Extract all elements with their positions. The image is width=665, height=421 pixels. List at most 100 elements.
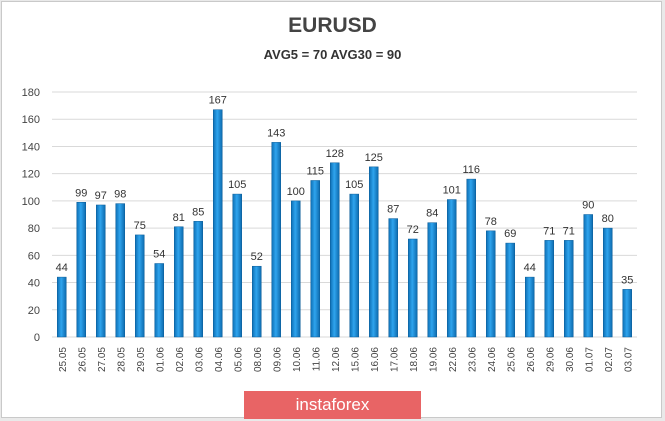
- x-tick-label: 25.06: [506, 347, 517, 372]
- chart-title: EURUSD: [288, 14, 377, 37]
- bar: [96, 204, 106, 338]
- x-tick-label: 03.06: [194, 347, 205, 372]
- bar: [330, 162, 340, 338]
- bar: [213, 109, 223, 338]
- x-tick-label: 10.06: [292, 347, 303, 372]
- data-label: 78: [485, 216, 497, 228]
- data-label: 167: [209, 95, 227, 107]
- x-axis-ticks: 25.05 26.05 27.05 28.05 29.05 01.06 02.06 03.06…: [58, 347, 635, 372]
- x-tick-label: 28.05: [116, 347, 127, 372]
- bar: [271, 142, 281, 338]
- data-label: 44: [524, 262, 536, 274]
- x-tick-label: 12.06: [331, 347, 342, 372]
- x-tick-label: 19.06: [428, 347, 439, 372]
- bar: [427, 222, 437, 338]
- y-tick-label: 0: [34, 332, 40, 344]
- x-tick-label: 16.06: [370, 347, 381, 372]
- data-label: 105: [228, 179, 246, 191]
- bar: [525, 276, 535, 338]
- bar: [232, 193, 242, 338]
- gridlines: [52, 91, 637, 338]
- x-tick-label: 09.06: [272, 347, 283, 372]
- data-label: 85: [192, 206, 204, 218]
- data-label: 97: [95, 190, 107, 202]
- data-label: 128: [326, 148, 344, 160]
- data-label: 54: [153, 249, 165, 261]
- y-tick-label: 80: [28, 223, 40, 235]
- y-tick-label: 40: [28, 278, 40, 290]
- bar: [252, 265, 262, 338]
- bar: [291, 200, 301, 338]
- x-tick-label: 11.06: [311, 347, 322, 372]
- data-label: 105: [345, 179, 363, 191]
- bar: [135, 234, 145, 338]
- x-tick-label: 01.06: [155, 347, 166, 372]
- data-label: 35: [621, 274, 633, 286]
- data-label: 71: [543, 225, 555, 237]
- data-label: 116: [462, 164, 480, 176]
- data-label: 115: [306, 165, 324, 177]
- data-label: 81: [173, 212, 185, 224]
- x-tick-label: 24.06: [487, 347, 498, 372]
- x-tick-label: 03.07: [623, 347, 634, 372]
- y-tick-label: 180: [22, 87, 40, 99]
- x-tick-label: 02.06: [175, 347, 186, 372]
- data-label: 100: [287, 186, 305, 198]
- bar: [603, 227, 613, 338]
- x-tick-label: 02.07: [604, 347, 615, 372]
- bar: [115, 203, 125, 338]
- x-tick-label: 18.06: [409, 347, 420, 372]
- data-label: 90: [582, 200, 594, 212]
- x-tick-label: 30.06: [565, 347, 576, 372]
- x-tick-label: 01.07: [584, 347, 595, 372]
- bar: [388, 218, 398, 338]
- x-tick-label: 22.06: [448, 347, 459, 372]
- data-label: 71: [563, 225, 575, 237]
- bar: [544, 240, 554, 338]
- bar: [505, 242, 515, 338]
- bar: [76, 202, 86, 338]
- data-label: 125: [365, 152, 383, 164]
- y-tick-label: 140: [22, 141, 40, 153]
- instaforex-logo: instaforex: [244, 391, 421, 419]
- y-axis-ticks: 0 20 40 60 80 100 120 140 160 180: [22, 87, 40, 344]
- x-tick-label: 08.06: [253, 347, 264, 372]
- bar: [154, 263, 164, 338]
- bar: [486, 230, 496, 338]
- data-label: 80: [602, 213, 614, 225]
- y-tick-label: 60: [28, 250, 40, 262]
- x-tick-label: 26.05: [77, 347, 88, 372]
- data-label: 84: [426, 208, 438, 220]
- bar: [310, 180, 320, 338]
- data-label: 98: [114, 189, 126, 201]
- x-tick-label: 29.05: [136, 347, 147, 372]
- bar: [174, 226, 184, 338]
- bar: [564, 240, 574, 338]
- bar: [369, 166, 379, 338]
- x-tick-label: 15.06: [350, 347, 361, 372]
- x-tick-label: 26.06: [526, 347, 537, 372]
- bar: [466, 178, 476, 338]
- y-tick-label: 20: [28, 305, 40, 317]
- x-tick-label: 25.05: [58, 347, 69, 372]
- data-label: 44: [56, 262, 68, 274]
- data-label: 72: [407, 224, 419, 236]
- x-tick-label: 29.06: [545, 347, 556, 372]
- bars: [57, 109, 632, 338]
- data-label: 101: [443, 185, 461, 197]
- chart-subtitle: AVG5 = 70 AVG30 = 90: [263, 47, 402, 62]
- bar: [447, 199, 457, 338]
- bar: [408, 238, 418, 338]
- data-label: 87: [387, 204, 399, 216]
- data-label: 75: [134, 220, 146, 232]
- bar: [583, 214, 593, 338]
- x-tick-label: 04.06: [214, 347, 225, 372]
- bar: [622, 289, 632, 338]
- x-tick-label: 23.06: [467, 347, 478, 372]
- bar: [57, 276, 67, 338]
- data-label: 69: [504, 228, 516, 240]
- y-tick-label: 160: [22, 114, 40, 126]
- x-tick-label: 27.05: [97, 347, 108, 372]
